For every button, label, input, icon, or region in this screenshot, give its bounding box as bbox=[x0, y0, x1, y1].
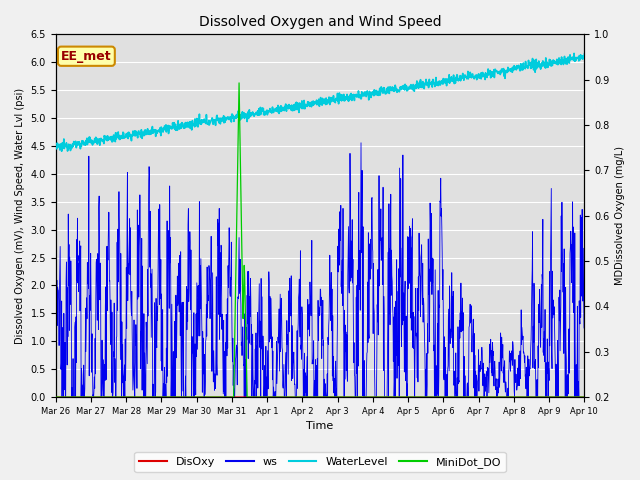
Legend: DisOxy, ws, WaterLevel, MiniDot_DO: DisOxy, ws, WaterLevel, MiniDot_DO bbox=[134, 452, 506, 472]
Text: EE_met: EE_met bbox=[61, 50, 112, 63]
Title: Dissolved Oxygen and Wind Speed: Dissolved Oxygen and Wind Speed bbox=[199, 15, 442, 29]
Y-axis label: Dissolved Oxygen (mV), Wind Speed, Water Lvl (psi): Dissolved Oxygen (mV), Wind Speed, Water… bbox=[15, 88, 25, 344]
Y-axis label: MDDissolved Oxygen (mg/L): MDDissolved Oxygen (mg/L) bbox=[615, 146, 625, 285]
X-axis label: Time: Time bbox=[307, 421, 333, 432]
